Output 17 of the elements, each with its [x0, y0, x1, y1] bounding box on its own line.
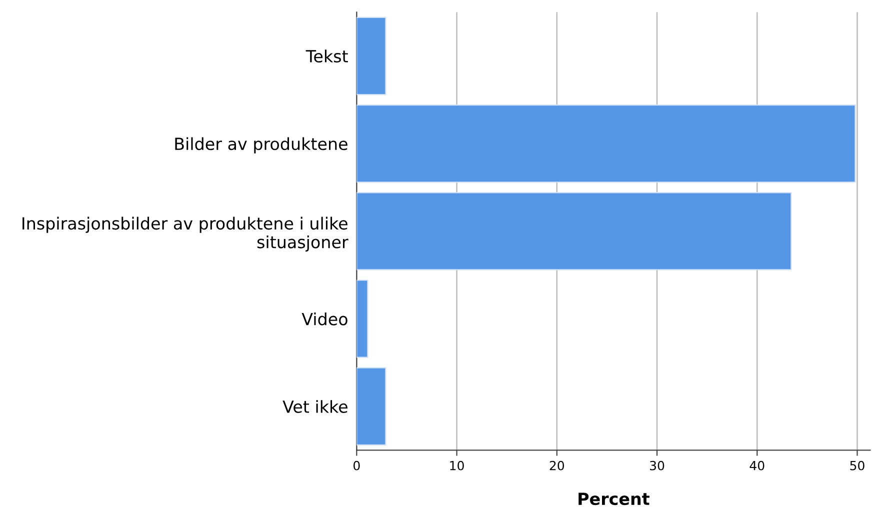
bar: [356, 16, 386, 96]
bar: [356, 192, 792, 270]
y-tick-label: Tekst: [306, 50, 348, 63]
y-tick-label: Video: [302, 312, 348, 326]
x-tick-label: 50: [850, 460, 864, 470]
bar: [356, 280, 368, 358]
x-tick-label: 0: [353, 460, 360, 470]
y-tick-label: Vet ikke: [282, 400, 348, 413]
x-axis-title: Percent: [578, 492, 650, 506]
bar: [356, 367, 386, 446]
y-tick-label: Bilder av produktene: [175, 137, 348, 154]
x-tick-label: 10: [450, 460, 464, 470]
x-tick-label: 20: [550, 460, 564, 470]
bar: [356, 104, 856, 183]
y-tick-label: Inspirasjonsbilder av produktene i ulike situasjoner: [22, 216, 348, 252]
x-tick-label: 30: [650, 460, 664, 470]
x-tick-label: 40: [750, 460, 764, 470]
